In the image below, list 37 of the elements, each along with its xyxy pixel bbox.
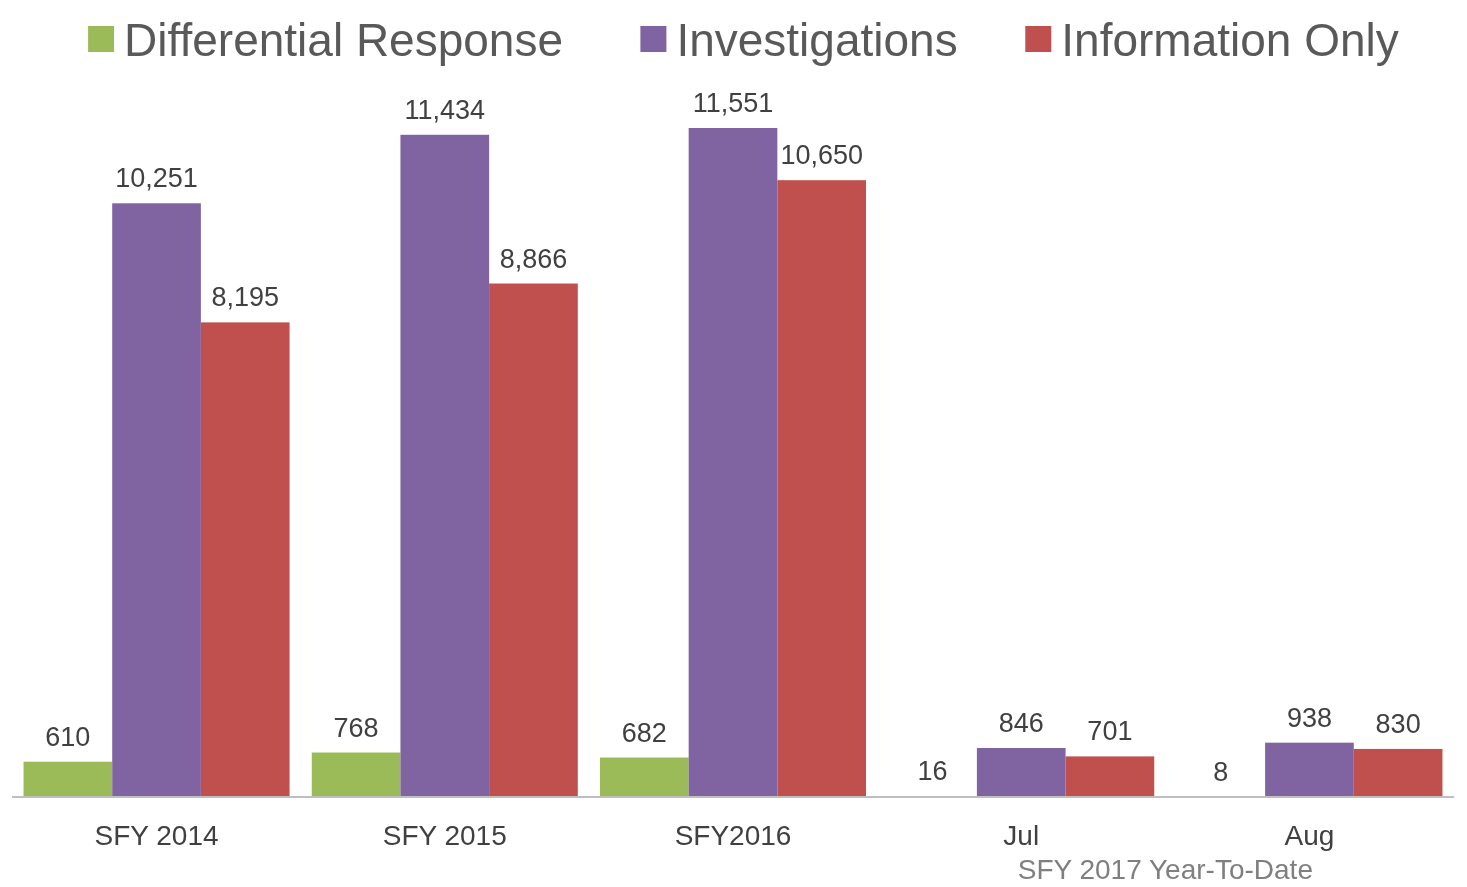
data-label: 8,195 <box>211 282 280 313</box>
legend-label: Investigations <box>676 14 958 66</box>
data-label: 10,251 <box>115 163 198 194</box>
x-tick-label: SFY 2015 <box>382 820 507 851</box>
data-label: 938 <box>1286 702 1332 733</box>
legend-label: Information Only <box>1061 14 1399 66</box>
x-tick-label: SFY2016 <box>674 820 792 851</box>
text: SFY 2017 Year-To-Date <box>1017 854 1313 885</box>
bar <box>23 761 113 797</box>
bar <box>976 748 1066 797</box>
x-tick-label: Aug <box>1284 820 1335 851</box>
data-label: 11,434 <box>404 94 486 125</box>
data-label: 8 <box>1213 756 1229 787</box>
data-label: 610 <box>45 721 91 752</box>
data-label: 768 <box>333 712 379 743</box>
x-tick-label: SFY 2014 <box>94 820 219 851</box>
bar <box>489 283 578 797</box>
x-tick-label: Jul <box>1003 820 1040 851</box>
bar <box>1353 748 1443 797</box>
bar <box>112 203 201 797</box>
data-label: 830 <box>1375 708 1421 739</box>
data-label: 846 <box>998 708 1044 738</box>
data-label: 701 <box>1087 716 1133 747</box>
bar <box>1065 756 1155 797</box>
bar <box>200 322 290 797</box>
bar <box>777 180 867 797</box>
data-label: 682 <box>621 717 667 748</box>
bar <box>1265 742 1354 797</box>
bar <box>311 752 401 797</box>
data-label: 8,866 <box>499 243 568 274</box>
bar <box>400 134 490 797</box>
data-label: 11,551 <box>692 88 774 118</box>
bar <box>688 128 778 797</box>
data-label: 10,650 <box>780 140 863 171</box>
bar <box>599 757 689 797</box>
legend-label: Differential Response <box>124 14 564 66</box>
data-label: 16 <box>917 756 948 787</box>
